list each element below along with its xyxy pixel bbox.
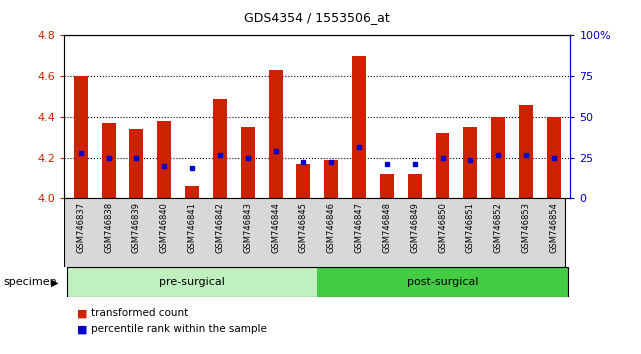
Bar [317,267,568,297]
Text: ▶: ▶ [51,277,58,287]
Text: ■: ■ [77,308,87,318]
Text: ■: ■ [77,324,87,334]
Text: GSM746848: GSM746848 [382,202,392,253]
Bar [67,267,317,297]
Bar [74,76,88,198]
Text: GDS4354 / 1553506_at: GDS4354 / 1553506_at [244,11,390,24]
Text: GSM746851: GSM746851 [466,202,475,252]
Bar [324,160,338,198]
Bar [269,70,283,198]
Text: GSM746842: GSM746842 [215,202,224,252]
Text: GSM746844: GSM746844 [271,202,280,252]
Text: GSM746847: GSM746847 [354,202,363,253]
Bar [519,104,533,198]
Bar [463,127,478,198]
Text: GSM746853: GSM746853 [522,202,531,253]
Bar [435,133,449,198]
Bar [213,98,227,198]
Bar [491,117,505,198]
Text: GSM746845: GSM746845 [299,202,308,252]
Bar [129,129,144,198]
Text: GSM746846: GSM746846 [327,202,336,253]
Text: post-surgical: post-surgical [407,277,478,287]
Bar [241,127,254,198]
Text: GSM746852: GSM746852 [494,202,503,252]
Text: GSM746838: GSM746838 [104,202,113,253]
Bar [296,164,310,198]
Bar [102,123,115,198]
Text: percentile rank within the sample: percentile rank within the sample [91,324,267,334]
Text: GSM746854: GSM746854 [549,202,558,252]
Text: transformed count: transformed count [91,308,188,318]
Text: specimen: specimen [3,277,57,287]
Text: GSM746837: GSM746837 [76,202,85,253]
Bar [547,117,561,198]
Text: GSM746850: GSM746850 [438,202,447,252]
Bar [352,56,366,198]
Bar [408,174,422,198]
Bar [380,174,394,198]
Text: GSM746841: GSM746841 [188,202,197,252]
Text: GSM746843: GSM746843 [243,202,253,253]
Text: GSM746849: GSM746849 [410,202,419,252]
Text: GSM746840: GSM746840 [160,202,169,252]
Text: pre-surgical: pre-surgical [159,277,225,287]
Bar [157,121,171,198]
Text: GSM746839: GSM746839 [132,202,141,253]
Bar [185,186,199,198]
